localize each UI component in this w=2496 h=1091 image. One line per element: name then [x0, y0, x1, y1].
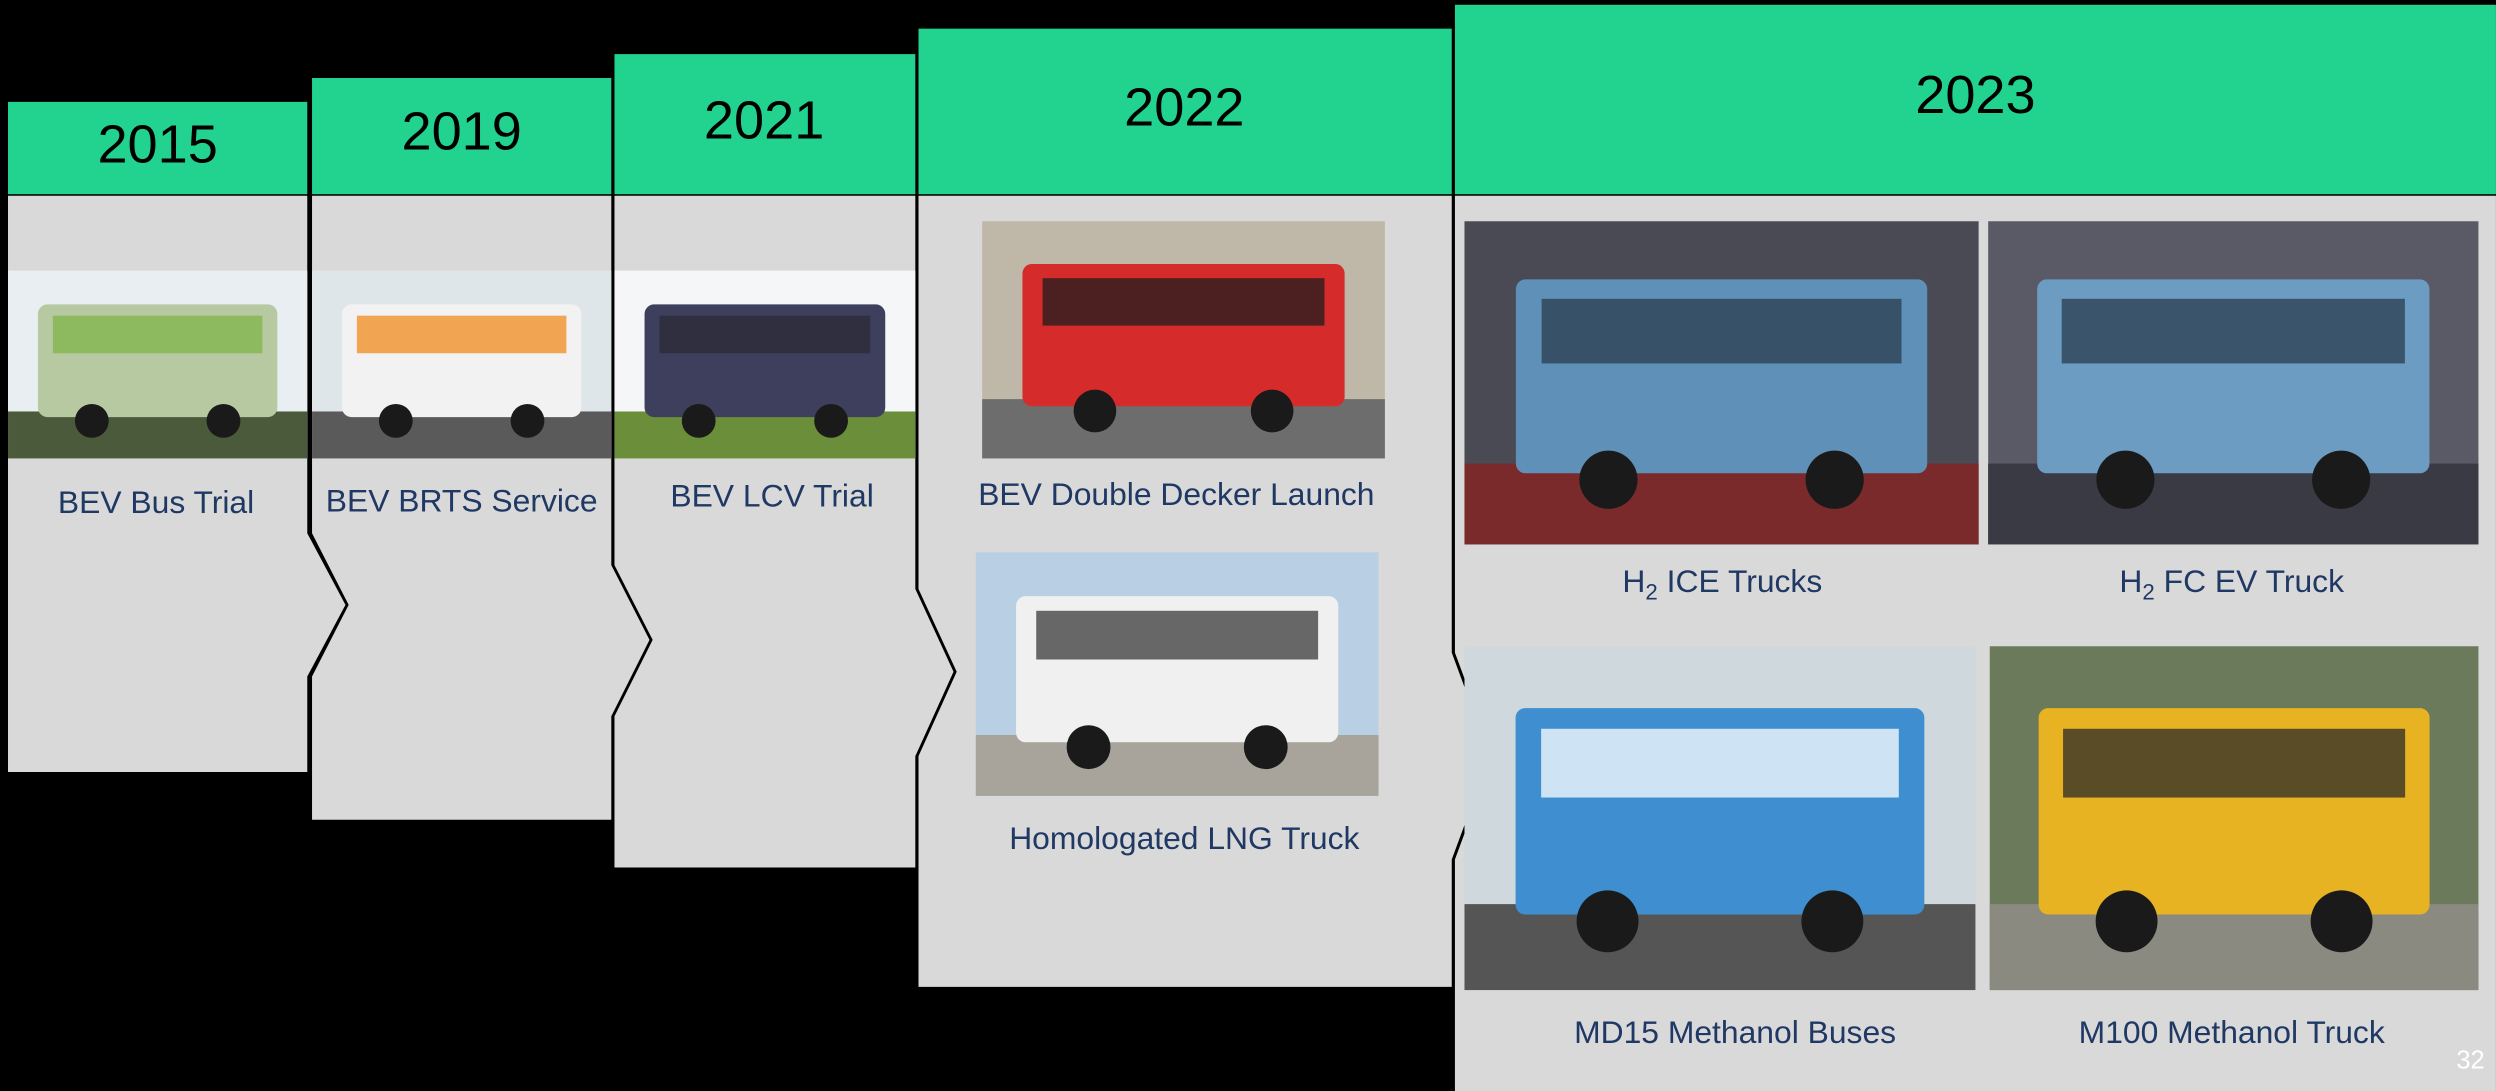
- item-label: M100 Methanol Truck: [2079, 1014, 2385, 1050]
- photo-ground: [1464, 463, 1979, 545]
- vehicle-wheel: [1073, 389, 1117, 433]
- item-label: MD15 Methanol Buses: [1574, 1014, 1896, 1050]
- vehicle-window: [2061, 298, 2405, 364]
- column-header: [918, 28, 1452, 195]
- item-label: H2 FC EV Truck: [2119, 564, 2344, 605]
- column-header: [1454, 4, 2496, 195]
- year: 2015: [97, 114, 217, 174]
- label-rest: ICE Trucks: [1658, 564, 1822, 600]
- photo: [1464, 221, 1979, 545]
- vehicle-wheel: [2095, 890, 2158, 953]
- label-rest: FC EV Truck: [2155, 564, 2344, 600]
- vehicle-wheel: [1243, 725, 1288, 770]
- photo-ground: [1464, 904, 1976, 991]
- vehicle-wheel: [510, 403, 545, 438]
- photo-ground: [1988, 463, 2479, 545]
- vehicle-wheel: [1066, 725, 1111, 770]
- photo: [1464, 646, 1976, 991]
- photo-ground: [312, 411, 612, 459]
- year: 2023: [1915, 65, 2035, 125]
- vehicle-wheel: [814, 403, 848, 438]
- vehicle-window: [659, 315, 871, 354]
- year: 2022: [1124, 78, 1244, 138]
- vehicle-wheel: [1576, 890, 1639, 953]
- headers: [8, 4, 2496, 195]
- photo-ground: [8, 411, 308, 459]
- vehicle-wheel: [2310, 890, 2373, 953]
- vehicle-window: [52, 315, 263, 354]
- item-label: BEV Double Decker Launch: [978, 476, 1374, 512]
- photo: [312, 270, 612, 459]
- vehicle-wheel: [206, 403, 241, 438]
- vehicle-wheel: [1250, 389, 1294, 433]
- vehicle-wheel: [2312, 450, 2371, 509]
- photo: [614, 270, 916, 459]
- photo-ground: [1989, 904, 2479, 991]
- vehicle-window: [1042, 278, 1325, 326]
- photo: [982, 221, 1385, 459]
- photo: [1989, 646, 2479, 991]
- vehicle-wheel: [378, 403, 413, 438]
- year: 2019: [401, 102, 521, 162]
- photo: [975, 552, 1379, 796]
- label-base: H: [1622, 564, 1645, 600]
- photo: [8, 270, 308, 459]
- vehicle-wheel: [1579, 450, 1638, 509]
- vehicle-window: [356, 315, 567, 354]
- vehicle-wheel: [1801, 890, 1864, 953]
- label-base: H: [2119, 564, 2142, 600]
- photo-ground: [614, 411, 916, 459]
- photo-ground: [975, 735, 1379, 796]
- vehicle-window: [1541, 728, 1899, 798]
- photos: [8, 221, 2479, 991]
- label-sub: 2: [2142, 580, 2154, 605]
- item-label: BEV BRTS Service: [326, 482, 598, 518]
- photo-ground: [982, 399, 1385, 459]
- vehicle-window: [2063, 728, 2406, 798]
- photo: [1988, 221, 2479, 545]
- vehicle-window: [1541, 298, 1902, 364]
- item-label: BEV LCV Trial: [670, 478, 873, 514]
- column-header: [312, 77, 612, 195]
- item-label: BEV Bus Trial: [58, 484, 254, 520]
- year: 2021: [704, 90, 824, 150]
- vehicle-window: [1036, 610, 1319, 660]
- item-label: Homologated LNG Truck: [1009, 820, 1359, 856]
- vehicle-wheel: [681, 403, 716, 438]
- column-header: [614, 54, 916, 195]
- label-sub: 2: [1645, 580, 1657, 605]
- item-label: H2 ICE Trucks: [1622, 564, 1822, 605]
- column-header: [8, 101, 308, 195]
- vehicle-wheel: [2096, 450, 2155, 509]
- vehicle-wheel: [74, 403, 109, 438]
- vehicle-wheel: [1805, 450, 1864, 509]
- page-number: 32: [2456, 1046, 2484, 1074]
